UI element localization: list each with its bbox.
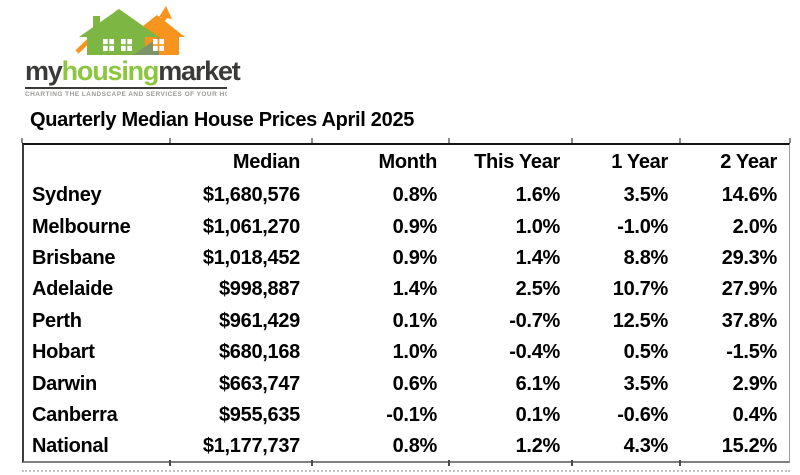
grid-tick bbox=[448, 138, 450, 143]
table-row-melbourne: Melbourne $1,061,270 0.9% 1.0% -1.0% 2.0… bbox=[24, 211, 789, 242]
table-row-brisbane: Brisbane $1,018,452 0.9% 1.4% 8.8% 29.3% bbox=[24, 243, 789, 274]
logo-wordmark-housing: housing bbox=[61, 56, 160, 86]
column-header-city bbox=[24, 145, 170, 180]
two-year-change: 2.9% bbox=[732, 372, 778, 395]
one-year-change: -0.6% bbox=[617, 403, 668, 426]
one-year-change: 10.7% bbox=[612, 278, 669, 301]
median-value: $1,018,452 bbox=[202, 246, 300, 269]
month-change: 0.6% bbox=[392, 372, 438, 395]
month-change: 0.1% bbox=[392, 309, 438, 332]
column-header-1-year: 1 Year bbox=[611, 151, 668, 173]
logo-wordmark: myhousingmarket bbox=[25, 56, 241, 86]
one-year-change: -1.0% bbox=[617, 215, 668, 238]
grid-tick bbox=[311, 138, 313, 143]
two-year-change: 2.0% bbox=[732, 215, 778, 238]
column-header-2-year: 2 Year bbox=[720, 151, 777, 173]
one-year-change: 0.5% bbox=[623, 341, 669, 364]
month-change: -0.1% bbox=[386, 403, 437, 426]
grid-tick bbox=[571, 138, 573, 143]
logo-rule bbox=[25, 87, 227, 89]
this-year-change: 1.6% bbox=[515, 184, 561, 207]
table-row-canberra: Canberra $955,635 -0.1% 0.1% -0.6% 0.4% bbox=[24, 400, 789, 431]
this-year-change: 0.1% bbox=[515, 403, 561, 426]
two-year-change: -1.5% bbox=[726, 341, 777, 364]
median-value: $1,061,270 bbox=[202, 215, 300, 238]
city-label: Hobart bbox=[32, 341, 95, 364]
month-change: 0.8% bbox=[392, 435, 438, 458]
table-row-hobart: Hobart $680,168 1.0% -0.4% 0.5% -1.5% bbox=[24, 337, 789, 368]
city-label: Perth bbox=[32, 309, 82, 332]
median-value: $1,177,737 bbox=[202, 435, 300, 458]
month-change: 0.8% bbox=[392, 184, 438, 207]
this-year-change: 1.2% bbox=[515, 435, 561, 458]
table-header-row: Median Month This Year 1 Year 2 Year bbox=[24, 145, 789, 180]
one-year-change: 3.5% bbox=[623, 372, 669, 395]
logo-tagline: CHARTING THE LANDSCAPE AND SERVICES OF Y… bbox=[25, 91, 227, 98]
table-row-perth: Perth $961,429 0.1% -0.7% 12.5% 37.8% bbox=[24, 306, 789, 337]
this-year-change: -0.4% bbox=[509, 341, 560, 364]
table-row-national: National $1,177,737 0.8% 1.2% 4.3% 15.2% bbox=[24, 431, 789, 462]
median-value: $680,168 bbox=[218, 341, 300, 364]
column-header-month: Month bbox=[378, 151, 438, 173]
houses-trend-icon bbox=[75, 6, 185, 55]
grid-tick bbox=[311, 460, 313, 466]
median-value: $998,887 bbox=[218, 278, 300, 301]
two-year-change: 0.4% bbox=[732, 403, 778, 426]
table-row-adelaide: Adelaide $998,887 1.4% 2.5% 10.7% 27.9% bbox=[24, 274, 789, 305]
grid-tick bbox=[169, 138, 171, 143]
one-year-change: 4.3% bbox=[623, 435, 669, 458]
logo-wordmark-my: my bbox=[25, 56, 63, 86]
this-year-change: 6.1% bbox=[515, 372, 561, 395]
grid-tick bbox=[448, 460, 450, 466]
median-value: $663,747 bbox=[218, 372, 300, 395]
grid-tick bbox=[21, 138, 23, 143]
window-icon bbox=[103, 39, 132, 51]
month-change: 0.9% bbox=[392, 246, 438, 269]
grid-tick bbox=[679, 138, 681, 143]
one-year-change: 8.8% bbox=[623, 246, 669, 269]
city-label: National bbox=[32, 435, 109, 458]
city-label: Brisbane bbox=[32, 246, 116, 269]
window-icon bbox=[153, 39, 164, 51]
city-label: Sydney bbox=[32, 184, 102, 207]
one-year-change: 3.5% bbox=[623, 184, 669, 207]
month-change: 0.9% bbox=[392, 215, 438, 238]
this-year-change: 1.4% bbox=[515, 246, 561, 269]
two-year-change: 14.6% bbox=[721, 184, 778, 207]
median-value: $961,429 bbox=[218, 309, 300, 332]
grid-tick bbox=[789, 138, 791, 143]
median-value: $1,680,576 bbox=[202, 184, 300, 207]
month-change: 1.0% bbox=[392, 341, 438, 364]
page-title: Quarterly Median House Prices April 2025 bbox=[30, 109, 415, 131]
two-year-change: 29.3% bbox=[721, 246, 778, 269]
median-house-prices-table: Median Month This Year 1 Year 2 Year Syd… bbox=[22, 143, 790, 463]
median-value: $955,635 bbox=[218, 403, 300, 426]
this-year-change: 2.5% bbox=[515, 278, 561, 301]
city-label: Canberra bbox=[32, 403, 118, 426]
logo-wordmark-market: market bbox=[158, 56, 241, 86]
city-label: Darwin bbox=[32, 372, 97, 395]
two-year-change: 37.8% bbox=[721, 309, 778, 332]
grid-tick bbox=[571, 460, 573, 466]
city-label: Adelaide bbox=[32, 278, 113, 301]
myhousingmarket-logo: myhousingmarket CHARTING THE LANDSCAPE A… bbox=[25, 4, 241, 98]
cropped-gridline bbox=[22, 470, 790, 472]
month-change: 1.4% bbox=[392, 278, 438, 301]
this-year-change: 1.0% bbox=[515, 215, 561, 238]
column-header-median: Median bbox=[232, 151, 300, 173]
table-row-darwin: Darwin $663,747 0.6% 6.1% 3.5% 2.9% bbox=[24, 368, 789, 399]
grid-tick bbox=[679, 460, 681, 466]
city-label: Melbourne bbox=[32, 215, 131, 238]
grid-tick bbox=[169, 460, 171, 466]
two-year-change: 27.9% bbox=[721, 278, 778, 301]
this-year-change: -0.7% bbox=[509, 309, 560, 332]
column-header-this-year: This Year bbox=[474, 151, 560, 173]
table-row-sydney: Sydney $1,680,576 0.8% 1.6% 3.5% 14.6% bbox=[24, 180, 789, 211]
one-year-change: 12.5% bbox=[612, 309, 669, 332]
two-year-change: 15.2% bbox=[721, 435, 778, 458]
